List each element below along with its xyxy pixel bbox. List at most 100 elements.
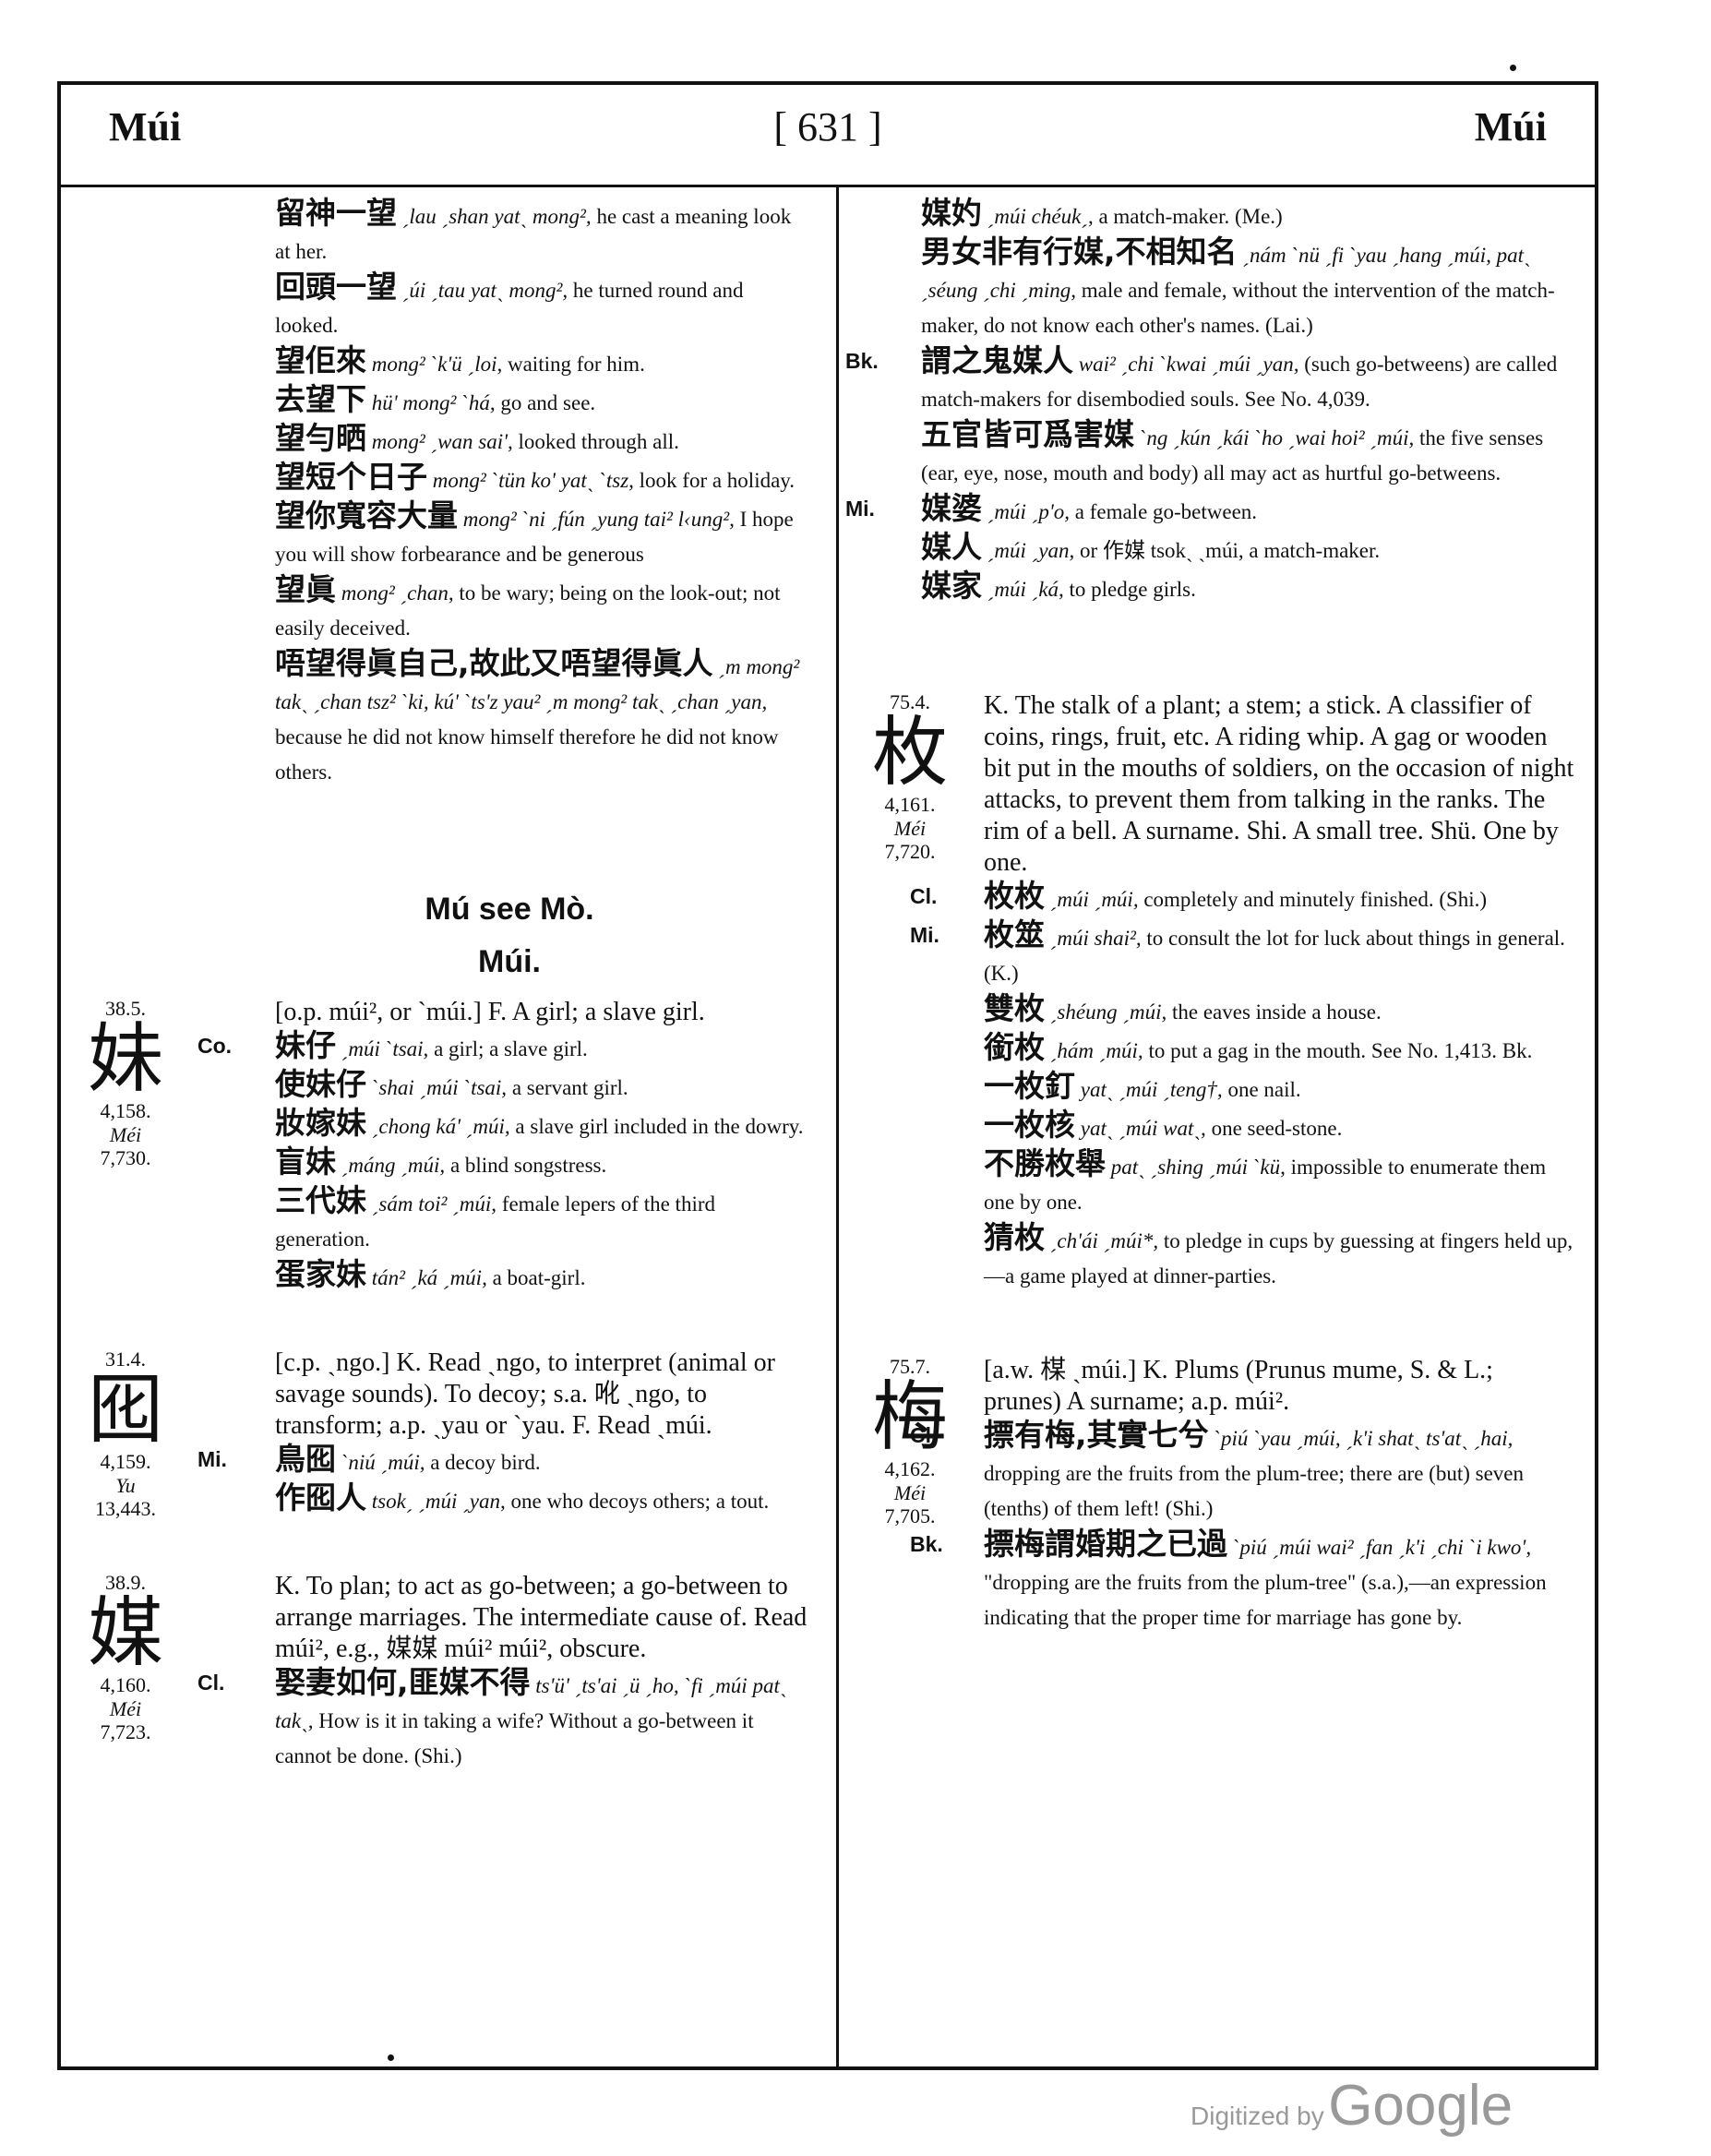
english-gloss: How is it in taking a wife? Without a go… <box>275 1709 754 1767</box>
chinese-phrase: 三代妹 <box>275 1182 366 1218</box>
example-line: 媒家 ˏmúi ˏká, to pledge girls. <box>921 569 1574 607</box>
chinese-phrase: 枚枚 <box>984 878 1045 914</box>
english-gloss: dropping are the fruits from the plum-tr… <box>984 1462 1524 1520</box>
romanization: mong² ˋni ˏfún ˏyung tai² l‹ung², <box>462 508 735 531</box>
example-line: 謂之鬼媒人 wai² ˏchi ˋkwai ˏmúi ˏyan, (such g… <box>921 343 1574 417</box>
example-line: 猜枚 ˏch'ái ˏmúi*, to pledge in cups by gu… <box>984 1220 1574 1294</box>
romanization: mong² ˏwan sai', <box>371 430 513 453</box>
chinese-phrase: 望勻晒 <box>275 420 366 456</box>
usage-section: Cl. 娶妻如何,匪媒不得 ts'ü' ˏts'ai ˏü ˏho, ˋfi ˏm… <box>61 1665 829 1774</box>
chinese-phrase: 雙枚 <box>984 990 1045 1026</box>
page-frame: Múi [ 631 ] Múi 留神一望 ˏlau ˏshan yatˎ mon… <box>57 81 1598 2070</box>
romanization: ˏmáng ˏmúi, <box>341 1154 446 1177</box>
example-line: 唔望得眞自己,故此又唔望得眞人 ˏm mong² takˎ ˏchan tsz²… <box>275 646 810 790</box>
example-line: 枚筮 ˏmúi shai², to consult the lot for lu… <box>984 917 1574 991</box>
romanization: ˋpiú ˏmúi wai² ˏfan ˏk'i ˏchi ˋi kwo', <box>1232 1536 1532 1559</box>
english-gloss: I hope you will show forbearance and be … <box>275 508 794 566</box>
radical-number: 75.4. <box>890 690 930 713</box>
usage-section: Bk. 摽梅謂婚期之已過 ˋpiú ˏmúi wai² ˏfan ˏk'i ˏch… <box>845 1527 1593 1635</box>
mandarin-reference: 7,723. <box>100 1719 151 1743</box>
usage-section: Co. 妹仔 ˏmúi ˋtsai, a girl; a slave girl. 使… <box>61 1028 829 1296</box>
mandarin-reading: Méi <box>893 1480 927 1504</box>
romanization: ˋng ˏkún ˏkái ˋho ˏwai hoi² ˏmúi, <box>1139 426 1415 449</box>
romanization: ˏhám ˏmúi, <box>1049 1039 1143 1062</box>
romanization: tsokˏ ˏmúi ˏyan, <box>371 1490 506 1513</box>
headword-character: 囮 <box>87 1366 163 1455</box>
section-tag: Bk. <box>910 1532 943 1556</box>
mandarin-reference: 7,730. <box>100 1145 151 1169</box>
romanization: ˏshéung ˏmúi, <box>1049 1000 1167 1024</box>
mandarin-reading: Méi <box>893 816 927 840</box>
romanization: mong² ˋtün ko' yatˎ ˋtsz, <box>432 469 634 492</box>
entry-margin: 31.4. 囮 4,159. Yu 13,443. <box>61 1348 190 1520</box>
example-line: 銜枚 ˏhám ˏmúi, to put a gag in the mouth.… <box>984 1030 1574 1069</box>
mandarin-reference: 7,720. <box>884 839 936 863</box>
section-tag: Co. <box>197 1034 233 1058</box>
romanization: yatˎ ˏmúi ˏteng†, <box>1080 1078 1223 1101</box>
chinese-phrase: 蛋家妹 <box>275 1256 366 1292</box>
english-gloss: to consult the lot for luck about things… <box>984 927 1565 985</box>
entry-number: 4,159. <box>100 1450 151 1474</box>
chinese-phrase: 望你寬容大量 <box>275 497 458 533</box>
english-gloss: one who decoys others; a tout. <box>510 1490 770 1513</box>
entry-number: 4,161. <box>884 793 936 817</box>
usage-section: Cl. 枚枚 ˏmúi ˏmúi, completely and minutely… <box>845 879 1593 917</box>
entry-number: 4,158. <box>100 1099 151 1123</box>
example-line: 五官皆可爲害媒 ˋng ˏkún ˏkái ˋho ˏwai hoi² ˏmúi… <box>921 417 1574 491</box>
english-gloss: to pledge girls. <box>1069 578 1196 601</box>
english-gloss: a boat-girl. <box>492 1266 586 1289</box>
entry-plum: 75.7. 梅 4,162. Méi 7,705. [a.w. 楳 ˏmúi.] K. P… <box>845 1355 1593 1635</box>
english-gloss: one seed-stone. <box>1211 1117 1343 1140</box>
entry-margin: 38.5. 妹 4,158. Méi 7,730. <box>61 997 190 1169</box>
radical-number: 38.9. <box>105 1571 146 1594</box>
mandarin-reading: Méi <box>109 1696 142 1720</box>
chinese-phrase: 娶妻如何,匪媒不得 <box>275 1664 531 1700</box>
romanization: ˏmúi ˏp'o, <box>987 500 1070 523</box>
chinese-phrase: 望佢來 <box>275 342 366 378</box>
example-line: 摽有梅,其實七兮 ˋpiú ˋyau ˏmúi, ˏk'i shatˎ ts'a… <box>984 1418 1574 1527</box>
header-right-word: Múi <box>1474 104 1547 150</box>
usage-section: Mi. 媒婆 ˏmúi ˏp'o, a female go-between. 媒人 … <box>845 491 1593 607</box>
radical-number: 75.7. <box>890 1355 930 1378</box>
continued-entry-right: 媒妁 ˏmúi chéukˏ, a match-maker. (Me.) 男女非有… <box>845 196 1593 607</box>
english-gloss: go and see. <box>500 391 596 414</box>
example-line: 作囮人 tsokˏ ˏmúi ˏyan, one who decoys othe… <box>275 1480 810 1519</box>
example-line: 回頭一望 ˏúi ˏtau yatˎ mong², he turned roun… <box>275 270 810 343</box>
chinese-phrase: 媒人 <box>921 529 982 565</box>
romanization: ˏúi ˏtau yatˎ mong², <box>401 279 568 302</box>
english-gloss: female lepers of the third generation. <box>275 1192 715 1251</box>
english-gloss: to put a gag in the mouth. See No. 1,413… <box>1148 1039 1533 1062</box>
english-gloss: the five senses (ear, eye, nose, mouth a… <box>921 426 1544 485</box>
example-line: 三代妹 ˏsám toi² ˏmúi, female lepers of the… <box>275 1183 810 1257</box>
watermark-brand: Google <box>1328 2074 1514 2138</box>
english-gloss: looked through all. <box>518 430 679 453</box>
entry-definition: [o.p. múi², or ˋmúi.] F. A girl; a slave… <box>275 998 705 1026</box>
entry-definition: K. To plan; to act as go-between; a go-b… <box>275 1572 808 1663</box>
chinese-phrase: 媒家 <box>921 568 982 604</box>
usage-section: Mi. 枚筮 ˏmúi shai², to consult the lot for… <box>845 917 1593 1294</box>
usage-section: 媒妁 ˏmúi chéukˏ, a match-maker. (Me.) 男女非有… <box>845 196 1593 343</box>
example-line: 媒人 ˏmúi ˏyan, or 作媒 tsokˏ ˏmúi, a match-… <box>921 530 1574 569</box>
romanization: mong² ˏchan, <box>341 581 454 605</box>
headword-character: 妹 <box>87 1015 163 1104</box>
romanization: wai² ˏchi ˋkwai ˏmúi ˏyan, <box>1078 353 1299 376</box>
example-line: 望佢來 mong² ˋk'ü ˏloi, waiting for him. <box>275 343 810 382</box>
chinese-phrase: 猜枚 <box>984 1219 1045 1255</box>
header-left-word: Múi <box>109 104 182 150</box>
english-gloss: a decoy bird. <box>430 1451 541 1474</box>
romanization: mong² ˋk'ü ˏloi, <box>371 353 503 376</box>
watermark-small: Digitized by <box>1191 2102 1324 2130</box>
section-tag: Cl. <box>197 1671 225 1695</box>
english-gloss: completely and minutely finished. (Shi.) <box>1143 888 1488 911</box>
english-gloss: or 作媒 tsokˏ ˏmúi, a match-maker. <box>1080 539 1381 562</box>
chinese-phrase: 妝嫁妹 <box>275 1105 366 1141</box>
mandarin-reading: Yu <box>115 1473 136 1497</box>
example-line: 不勝枚舉 patˎ ˏshing ˏmúi ˋkü, impossible to… <box>984 1146 1574 1220</box>
usage-section: Cl. 摽有梅,其實七兮 ˋpiú ˋyau ˏmúi, ˏk'i shatˎ t… <box>845 1418 1593 1527</box>
english-gloss: to pledge in cups by guessing at fingers… <box>984 1229 1573 1288</box>
romanization: ˏm mong² takˎ ˏchan tsz² ˋki, kú' ˋts'z … <box>275 655 800 713</box>
section-tag: Bk. <box>845 349 879 373</box>
chinese-phrase: 唔望得眞自己,故此又唔望得眞人 <box>275 645 713 681</box>
english-gloss: "dropping are the fruits from the plum-t… <box>984 1571 1547 1629</box>
entry-go-between: 38.9. 媒 4,160. Méi 7,723. K. To plan; to act … <box>61 1571 829 1774</box>
